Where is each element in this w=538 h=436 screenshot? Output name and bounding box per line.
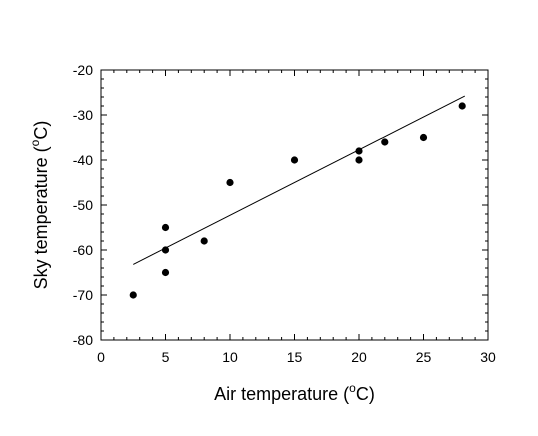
y-tick-label: -20 (73, 62, 93, 78)
data-point (226, 178, 234, 187)
data-point (161, 268, 170, 277)
data-point (355, 156, 363, 164)
x-tick-label: 20 (351, 349, 367, 365)
x-tick-label: 30 (480, 349, 496, 365)
y-tick-label: -50 (73, 197, 93, 213)
data-point (355, 147, 363, 155)
data-point (200, 237, 208, 245)
x-tick-label: 10 (222, 349, 238, 365)
x-tick-label: 25 (416, 349, 432, 365)
y-tick-label: -80 (73, 332, 93, 348)
data-point (161, 246, 170, 254)
data-points (129, 102, 466, 299)
data-point (290, 156, 299, 164)
data-point (129, 291, 137, 299)
x-tick-label: 5 (162, 349, 170, 365)
y-tick-label: -40 (73, 152, 93, 168)
x-tick-label: 0 (97, 349, 105, 365)
axis-ticks (100, 69, 489, 341)
data-point (419, 133, 428, 142)
y-axis-label: Sky temperature (oC) (28, 121, 51, 290)
data-point (458, 102, 466, 110)
trend-line (133, 95, 466, 265)
y-tick-label: -70 (73, 287, 93, 303)
x-axis-label: Air temperature (oC) (214, 381, 375, 404)
y-tick-label: -30 (73, 107, 93, 123)
data-point (161, 223, 170, 232)
x-tick-label: 15 (287, 349, 303, 365)
plot-frame (100, 69, 489, 341)
y-tick-label: -60 (73, 242, 93, 258)
tick-labels: 0 5 10 15 20 25 30 -80 -70 -60 -50 -40 -30 -20 (73, 62, 496, 365)
data-point (381, 138, 389, 146)
